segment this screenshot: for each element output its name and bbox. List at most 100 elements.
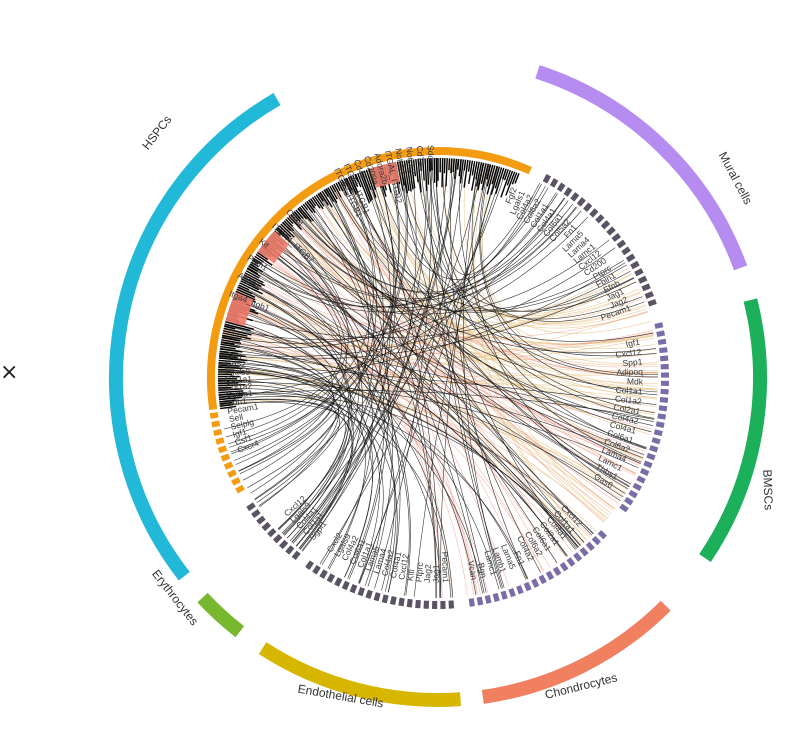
chord-link-tan [218, 373, 606, 520]
inner-segment-tick [632, 492, 635, 497]
inner-segment-tick [609, 229, 612, 233]
inner-segment-tick [638, 270, 640, 275]
ribbon-base [458, 159, 459, 170]
inner-segment-tick [598, 217, 602, 221]
inner-segment-tick [636, 485, 638, 490]
inner-segment-tick [383, 598, 388, 599]
inner-segment-tick [276, 537, 280, 541]
ribbon-base [451, 158, 452, 173]
ribbon-base [430, 158, 431, 172]
inner-segment-tick [329, 577, 334, 580]
inner-segment-tick [651, 300, 653, 305]
inner-segment-tick [623, 506, 626, 510]
inner-segment-tick [629, 256, 632, 260]
link-layer [218, 158, 658, 598]
inner-segment-tick [663, 406, 664, 411]
inner-segment-tick [228, 463, 230, 468]
inner-segment-tick [559, 186, 563, 189]
ribbon-base [469, 160, 471, 171]
inner-segment-tick [336, 581, 341, 583]
inner-segment-tick [525, 586, 530, 588]
inner-segment-tick [235, 479, 238, 484]
gene-label: Sdc [426, 145, 437, 161]
inner-segment-tick [288, 548, 292, 551]
inner-segment-tick [486, 599, 491, 600]
inner-segment-tick [615, 236, 618, 240]
inner-segment-tick [604, 223, 608, 227]
inner-segment-tick [217, 430, 218, 435]
inner-segment-tick [231, 471, 233, 476]
ribbon-base [449, 158, 450, 170]
inner-segment-tick [407, 603, 412, 604]
group-label-erythro: Erythrocytes [149, 567, 201, 628]
inner-segment-tick [592, 211, 596, 215]
inner-segment-tick [662, 339, 663, 344]
gene-label: Pecam1 [440, 552, 451, 584]
ribbon-base [442, 158, 443, 187]
inner-segment-tick [655, 438, 656, 443]
inner-segment-tick [642, 277, 644, 282]
inner-segment-tick [391, 600, 396, 601]
inner-segment-tick [359, 591, 364, 593]
inner-segment-tick [510, 592, 515, 594]
inner-segment-tick [533, 582, 538, 584]
ribbon-base [446, 158, 447, 186]
inner-segment-tick [586, 206, 590, 209]
outer-arc-bmsc [705, 300, 760, 558]
inner-segment-tick [653, 446, 655, 451]
ribbon-base [459, 159, 461, 176]
close-icon[interactable]: × [0, 362, 18, 384]
gene-label: Cd74 [415, 145, 427, 166]
inner-segment-tick [658, 323, 659, 328]
inner-segment-tick [658, 430, 659, 435]
inner-segment-tick [494, 597, 499, 598]
inner-segment-tick [552, 182, 557, 185]
inner-segment-tick [250, 505, 253, 509]
ribbon-base [444, 158, 445, 173]
inner-segment-tick [548, 574, 553, 577]
inner-segment-tick [566, 191, 570, 194]
inner-segment-tick [375, 596, 380, 597]
group-label-bmsc: BMSCs [760, 469, 775, 510]
inner-segment-tick [314, 568, 318, 571]
gene-label: Vcan [466, 560, 479, 581]
inner-segment-tick [367, 594, 372, 596]
inner-segment-tick [351, 588, 356, 590]
inner-segment-tick [344, 584, 349, 586]
inner-segment-tick [582, 550, 586, 553]
inner-segment-tick [634, 263, 637, 268]
inner-segment-tick [254, 511, 257, 515]
ribbon-base [453, 159, 454, 172]
inner-segment-tick [595, 539, 599, 543]
inner-segment-tick [660, 331, 661, 336]
inner-segment-tick [270, 531, 274, 535]
inner-segment-tick [579, 200, 583, 203]
inner-segment-tick [573, 195, 577, 198]
outer-arc-erythro [203, 598, 240, 632]
group-label-mural: Mural cells [716, 150, 755, 207]
inner-segment-tick [645, 285, 647, 290]
inner-segment-tick [282, 543, 286, 547]
inner-segment-tick [502, 594, 507, 596]
inner-segment-tick [399, 602, 404, 603]
inner-segment-tick [540, 578, 545, 580]
inner-segment-tick [214, 413, 215, 419]
inner-segment-tick [294, 554, 298, 557]
inner-segment-tick [222, 447, 224, 452]
inner-segment-tick [259, 518, 262, 522]
ribbon-base [427, 158, 428, 184]
inner-segment-tick [576, 555, 580, 558]
inner-segment-tick [469, 602, 474, 603]
inner-segment-tick [215, 421, 216, 426]
ribbon-base [464, 160, 465, 171]
inner-segment-tick [661, 414, 662, 419]
inner-segment-tick [648, 293, 650, 298]
inner-segment-tick [321, 573, 326, 576]
gene-label: Cd3 [226, 350, 243, 362]
inner-segment-tick [620, 242, 623, 246]
inner-segment-tick [640, 477, 642, 482]
inner-segment-tick [644, 470, 646, 475]
inner-segment-tick [219, 438, 221, 443]
